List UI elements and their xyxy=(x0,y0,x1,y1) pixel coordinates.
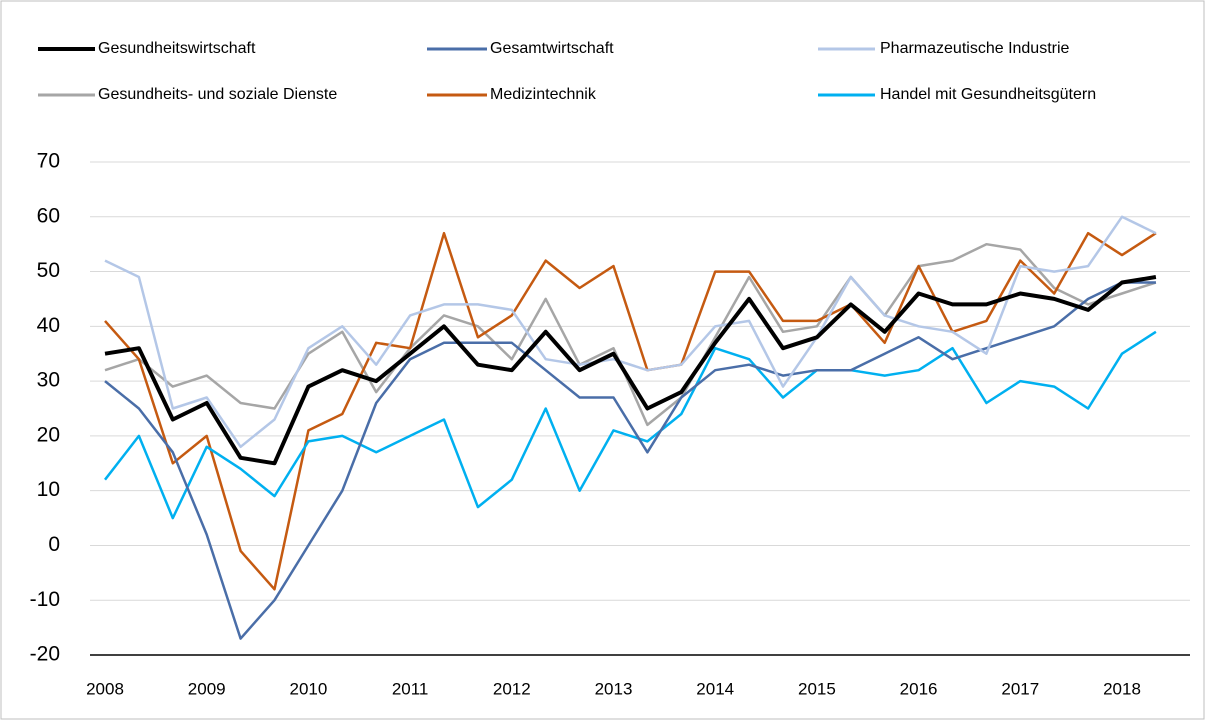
x-tick-label: 2011 xyxy=(392,679,429,698)
y-tick-label: 30 xyxy=(37,369,60,392)
y-tick-label: 50 xyxy=(37,259,60,282)
x-tick-label: 2012 xyxy=(493,679,531,698)
y-tick-label: 20 xyxy=(37,423,60,446)
series-line xyxy=(104,330,1157,520)
series-line xyxy=(104,242,1157,427)
legend-label: Gesundheitswirtschaft xyxy=(98,40,256,57)
legend-label: Pharmazeutische Industrie xyxy=(880,40,1070,57)
y-tick-label: 10 xyxy=(37,478,60,501)
legend-label: Gesundheits- und soziale Dienste xyxy=(98,86,337,103)
x-tick-label: 2017 xyxy=(1001,679,1039,698)
x-tick-label: 2014 xyxy=(696,679,734,698)
x-tick-label: 2008 xyxy=(86,679,124,698)
legend-label: Handel mit Gesundheitsgütern xyxy=(880,86,1096,103)
x-tick-label: 2018 xyxy=(1103,679,1141,698)
series-line xyxy=(104,275,1157,466)
x-tick-label: 2009 xyxy=(188,679,226,698)
y-tick-label: 40 xyxy=(37,314,60,337)
legend-label: Medizintechnik xyxy=(490,86,597,103)
y-tick-label: -10 xyxy=(30,588,60,611)
x-tick-label: 2010 xyxy=(289,679,327,698)
legend-label: Gesamtwirtschaft xyxy=(490,40,614,57)
y-tick-label: 60 xyxy=(37,204,60,227)
series-line xyxy=(104,215,1157,449)
y-tick-label: 0 xyxy=(48,533,60,556)
x-tick-label: 2013 xyxy=(595,679,633,698)
series-line xyxy=(104,231,1157,591)
x-tick-label: 2016 xyxy=(900,679,938,698)
y-tick-label: 70 xyxy=(37,150,60,173)
x-tick-label: 2015 xyxy=(798,679,836,698)
y-tick-label: -20 xyxy=(30,643,60,666)
